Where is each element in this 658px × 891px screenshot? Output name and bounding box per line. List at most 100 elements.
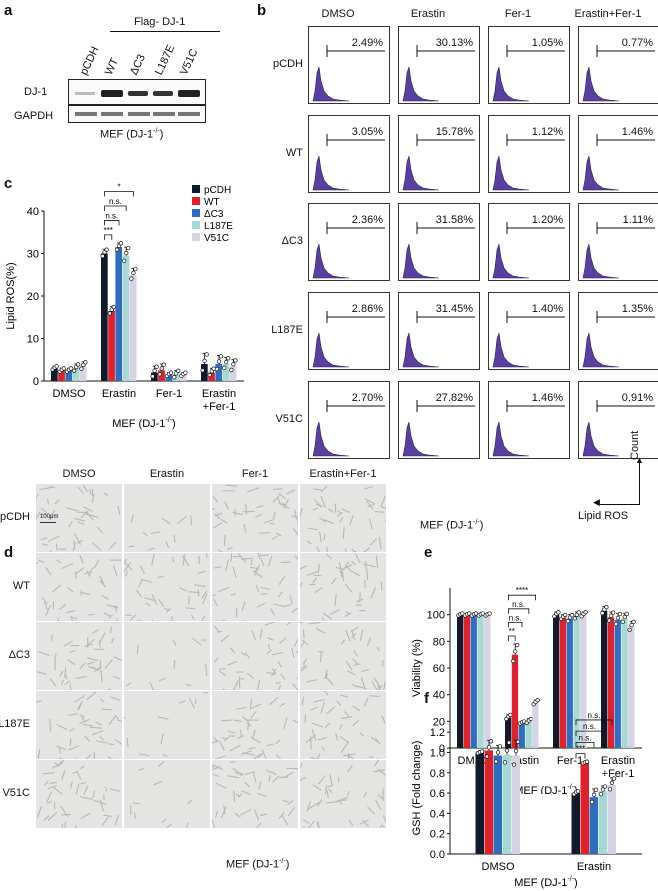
y-tick-label: 0.8 xyxy=(430,768,445,780)
cell-texture xyxy=(212,761,298,828)
gate-percentage: 30.13% xyxy=(435,37,473,49)
histogram-peak xyxy=(402,243,440,279)
y-axis-label: Viability (%) xyxy=(411,639,423,697)
data-point xyxy=(563,612,568,618)
bar xyxy=(51,368,58,381)
data-point xyxy=(79,366,84,371)
flow-column-header: Erastin xyxy=(410,8,446,20)
panel-b-cell-label: MEF (DJ-1-/-) xyxy=(420,519,484,532)
histogram-peak xyxy=(402,332,440,368)
y-tick-label: 40 xyxy=(27,206,39,218)
legend-swatch xyxy=(192,185,200,193)
data-point xyxy=(486,745,492,750)
x-tick-label: Fer-1 xyxy=(156,388,182,400)
cell-texture xyxy=(212,553,298,621)
data-point xyxy=(159,366,164,371)
data-point xyxy=(107,311,112,316)
flow-histogram-plot: 1.46% xyxy=(488,381,570,459)
histogram xyxy=(582,400,655,457)
histogram-peak xyxy=(582,421,620,457)
panel-a-letter: a xyxy=(4,2,13,19)
scale-bar xyxy=(40,522,56,523)
bar xyxy=(511,755,520,854)
histogram-peak xyxy=(582,155,620,191)
bar xyxy=(215,364,223,381)
significance-bracket xyxy=(575,741,595,748)
data-point xyxy=(150,374,155,379)
data-point xyxy=(611,610,616,615)
count-arrow-head-icon: ▲ xyxy=(635,455,644,465)
data-point xyxy=(467,611,472,616)
data-point xyxy=(607,787,613,792)
lane-label: ΔC3 xyxy=(128,52,148,78)
chart-c-lipid-ros: 0 10 20 30 40 Lipid ROS(%) DMSO Erastin Fer-1 Era… xyxy=(5,183,244,430)
cell-texture xyxy=(130,761,193,828)
panel-a-cell-label: MEF (DJ-1-/-) xyxy=(100,128,164,141)
data-point xyxy=(488,739,494,744)
significance-label: ** xyxy=(509,627,515,636)
bar xyxy=(601,610,608,748)
flow-histogram-plot: 1.11% xyxy=(578,203,658,281)
western-blot-dj1 xyxy=(68,79,206,105)
y-tick-label: 80 xyxy=(433,636,445,648)
flow-histogram-plot: 30.13% xyxy=(398,26,480,104)
data-point xyxy=(122,258,127,263)
data-point xyxy=(229,367,234,373)
legend-swatch xyxy=(192,221,200,229)
flow-histogram-plot: 1.46% xyxy=(578,115,658,193)
gate-percentage: 1.11% xyxy=(622,214,653,226)
data-point xyxy=(493,759,499,764)
x-axis-label: MEF (DJ-1-/-) xyxy=(514,784,577,794)
data-point xyxy=(611,776,617,781)
panel-d-letter: d xyxy=(4,544,14,561)
bar xyxy=(470,614,477,748)
flow-row-label: WT xyxy=(285,147,303,159)
significance-label: **** xyxy=(516,586,528,595)
lipid-ros-axis-arrow xyxy=(600,504,640,505)
micrograph-tile xyxy=(124,691,210,759)
data-point xyxy=(609,613,614,618)
micro-column-header: Erastin+Fer-1 xyxy=(309,468,377,480)
gate-percentage: 1.20% xyxy=(531,214,563,226)
bar xyxy=(607,784,616,854)
gate-percentage: 27.82% xyxy=(435,392,473,404)
gate-percentage: 1.46% xyxy=(621,126,653,138)
micro-row-label: pCDH xyxy=(0,511,30,523)
cell-texture xyxy=(128,514,192,551)
flow-column-header: DMSO xyxy=(321,8,355,20)
cell-texture xyxy=(300,760,386,828)
data-point xyxy=(487,611,492,616)
histogram xyxy=(402,311,475,368)
dj1-bands xyxy=(75,90,200,97)
cell-texture xyxy=(36,485,121,552)
data-point xyxy=(504,748,510,753)
significance-bracket xyxy=(104,234,113,240)
histogram-peak xyxy=(492,421,530,457)
histogram-peak xyxy=(492,155,530,191)
bar xyxy=(463,614,471,748)
significance-label: n.s. xyxy=(579,733,592,742)
bar xyxy=(201,364,208,381)
bar xyxy=(532,702,539,748)
lane-label: WT xyxy=(103,56,122,78)
data-point xyxy=(607,618,612,623)
micrograph-tile: 100μm xyxy=(36,484,122,552)
bar xyxy=(525,721,532,748)
x-tick-label: Erastin xyxy=(601,755,635,767)
bar xyxy=(518,722,525,748)
blot-row-label-gapdh: GAPDH xyxy=(14,110,54,122)
data-point xyxy=(497,744,503,749)
flow-histogram-plot: 2.86% xyxy=(308,292,390,370)
significance-label: n.s. xyxy=(105,211,118,220)
data-point xyxy=(515,739,521,744)
data-point xyxy=(624,611,629,617)
histogram-peak xyxy=(582,66,620,102)
micrograph-tile xyxy=(300,622,386,690)
count-axis-arrow xyxy=(639,460,640,504)
bar xyxy=(566,618,573,748)
histogram xyxy=(312,400,385,457)
blot-row-label-dj1: DJ-1 xyxy=(24,86,48,98)
gate-percentage: 31.58% xyxy=(435,214,473,226)
cell-texture xyxy=(36,555,122,621)
micro-row-label: V51C xyxy=(2,787,30,799)
